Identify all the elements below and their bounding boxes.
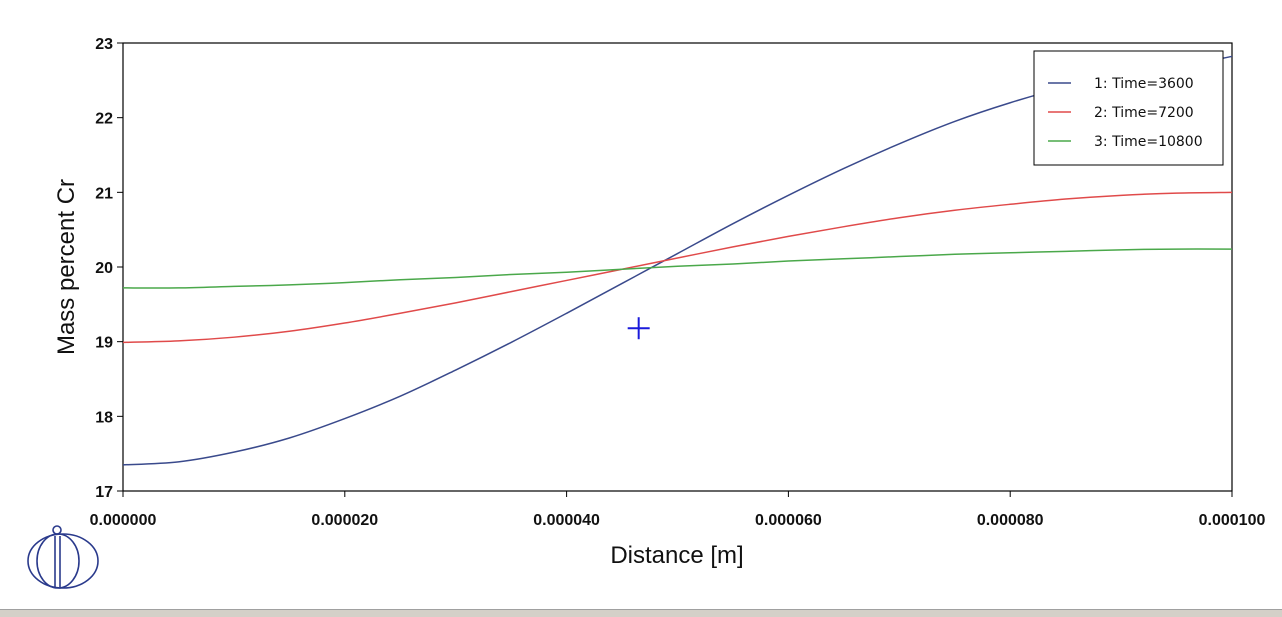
- y-tick-label: 21: [95, 185, 113, 202]
- x-axis-title: Distance [m]: [610, 542, 743, 569]
- series-line-2: [122, 191, 1233, 344]
- legend-label-2: 2: Time=7200: [1094, 105, 1194, 121]
- y-axis: 17 18 19 20 21 22 23: [95, 36, 123, 501]
- x-tick-label: 0.000020: [311, 512, 378, 529]
- y-axis-title: Mass percent Cr: [53, 179, 80, 355]
- thermo-calc-logo: [27, 525, 99, 589]
- x-tick-label: 0.000040: [533, 512, 600, 529]
- x-tick-label: 0.000060: [755, 512, 822, 529]
- crosshair-cursor-icon: [627, 317, 650, 340]
- y-tick-label: 23: [95, 36, 113, 53]
- series-line-3: [122, 248, 1233, 289]
- y-tick-label: 19: [95, 335, 113, 352]
- legend: 1: Time=3600 2: Time=7200 3: Time=10800: [1033, 50, 1224, 166]
- legend-box: [1033, 50, 1224, 166]
- y-tick-label: 18: [95, 409, 113, 426]
- y-tick-label: 20: [95, 260, 113, 277]
- legend-label-1: 1: Time=3600: [1094, 76, 1194, 92]
- window-bottom-edge: [0, 609, 1282, 617]
- y-tick-label: 17: [95, 484, 113, 501]
- x-tick-label: 0.000080: [977, 512, 1044, 529]
- x-axis: 0.000000 0.000020 0.000040 0.000060 0.000080…: [90, 491, 1266, 529]
- x-tick-label: 0.000000: [90, 512, 157, 529]
- legend-label-3: 3: Time=10800: [1094, 134, 1203, 150]
- x-tick-label: 0.000100: [1199, 512, 1266, 529]
- y-tick-label: 22: [95, 111, 113, 128]
